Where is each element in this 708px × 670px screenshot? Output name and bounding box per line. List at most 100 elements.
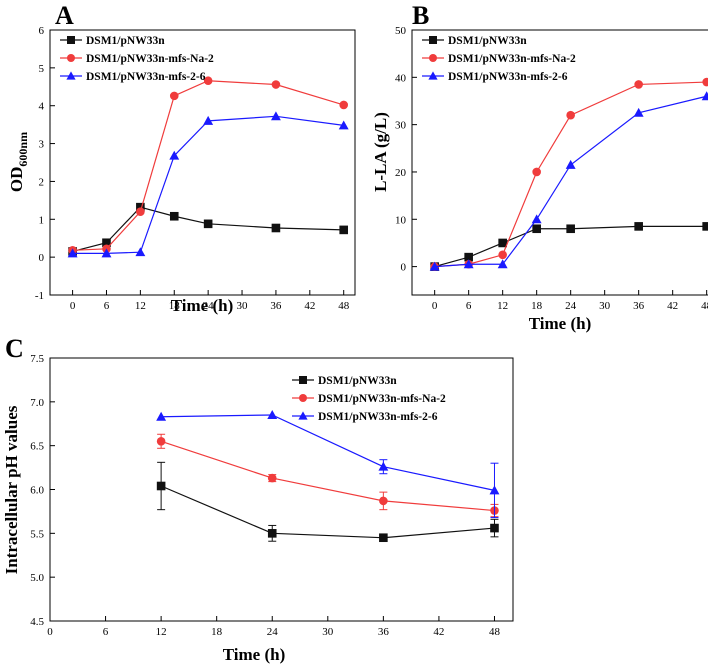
panel-c-axes: 0 6 12 18 24 30 36 42 48 4.5 5.0 5.5 6.0 6.5 7.0 7.5	[30, 353, 500, 638]
legend-marker	[66, 71, 76, 80]
data-point	[339, 225, 349, 235]
y-tick-label: 1	[39, 214, 45, 226]
data-point	[169, 211, 179, 221]
data-point	[532, 224, 541, 234]
data-point	[136, 207, 145, 217]
x-tick-label: 24	[267, 626, 279, 638]
x-tick-label: 36	[633, 300, 645, 312]
x-tick-label: 18	[169, 300, 181, 312]
legend-marker	[429, 36, 437, 44]
legend-marker	[67, 36, 75, 44]
x-tick-label: 0	[70, 300, 76, 312]
data-point	[566, 224, 575, 234]
data-point	[67, 248, 78, 258]
y-tick-label: 5.0	[30, 572, 44, 584]
data-point	[271, 223, 281, 233]
x-tick-label: 18	[531, 300, 543, 312]
legend-label: DSM1/pNW33n	[318, 375, 397, 387]
panel-a-ylabel-main: OD	[7, 167, 26, 193]
data-point	[169, 150, 180, 160]
data-point	[532, 167, 541, 177]
x-tick-label: 36	[270, 300, 282, 312]
x-tick-label: 0	[432, 300, 438, 312]
data-point	[169, 91, 179, 101]
x-tick-label: 36	[378, 626, 390, 638]
panel-c-ylabel: Intracellular pH values	[2, 405, 21, 574]
series-line	[434, 95, 707, 268]
data-point	[101, 248, 112, 258]
panel-c-legend: DSM1/pNW33n DSM1/pNW33n-mfs-Na-2 DSM1/pNW3…	[292, 375, 446, 423]
panel-c: C 0 6 12 18 24 30 36 42 484.55.05.56.06.57.07.5 …	[2, 334, 514, 664]
y-tick-label: 3	[39, 139, 45, 151]
x-tick-label: 12	[135, 300, 146, 312]
y-tick-label: 7.0	[30, 397, 44, 409]
data-point	[498, 250, 507, 260]
legend-label: DSM1/pNW33n	[448, 35, 527, 47]
data-point	[270, 111, 281, 121]
x-tick-label: 24	[565, 300, 577, 312]
data-point	[156, 411, 167, 421]
data-point	[203, 76, 213, 86]
y-tick-label: 0	[39, 252, 45, 264]
legend-marker	[429, 54, 437, 62]
panel-c-label: C	[5, 334, 24, 363]
data-point	[566, 110, 575, 120]
panel-a-ylabel: OD600nm	[7, 132, 30, 192]
data-point	[634, 80, 643, 89]
data-point	[702, 77, 708, 87]
data-point	[633, 107, 644, 117]
y-tick-label: 30	[395, 120, 407, 132]
x-tick-label: 30	[599, 300, 611, 312]
panel-b-legend: DSM1/pNW33n DSM1/pNW33n-mfs-Na-2 DSM1/pNW3…	[422, 35, 576, 83]
x-tick-label: 12	[156, 626, 167, 638]
panel-a-series	[67, 76, 349, 258]
y-tick-label: 4	[39, 101, 45, 113]
y-tick-label: 50	[395, 25, 407, 37]
x-tick-label: 42	[304, 300, 315, 312]
data-point	[379, 533, 388, 543]
legend-marker	[299, 394, 307, 402]
x-tick-label: 48	[489, 626, 501, 638]
data-point	[135, 247, 146, 257]
y-tick-label: 0	[401, 262, 407, 274]
panel-b-ylabel: L-LA (g/L)	[371, 112, 390, 192]
series-line	[72, 115, 344, 254]
y-tick-label: 10	[395, 214, 407, 226]
data-point	[701, 91, 708, 101]
y-tick-label: 5.5	[30, 528, 44, 540]
panel-b-xlabel: Time (h)	[529, 314, 592, 333]
panel-b-frame	[411, 29, 708, 296]
legend-marker	[298, 411, 308, 420]
panel-a-ylabel-sub: 600nm	[16, 132, 30, 167]
data-point	[463, 259, 474, 269]
data-point	[497, 259, 508, 269]
y-tick-label: 20	[395, 167, 407, 179]
x-tick-label: 24	[203, 300, 215, 312]
series-line	[160, 440, 495, 512]
x-tick-label: 6	[104, 300, 110, 312]
x-tick-label: 48	[701, 300, 708, 312]
x-tick-label: 42	[667, 300, 678, 312]
panel-a-xlabel: Time (h)	[171, 296, 234, 315]
panel-b-series	[429, 77, 708, 271]
panel-a-legend: DSM1/pNW33n DSM1/pNW33n-mfs-Na-2 DSM1/pNW3…	[60, 35, 214, 83]
data-point	[531, 214, 542, 224]
y-tick-label: 2	[39, 176, 45, 188]
y-tick-label: 6.0	[30, 485, 44, 497]
data-point	[702, 222, 708, 231]
data-point	[634, 222, 643, 231]
y-tick-label: 6.5	[30, 441, 44, 453]
y-tick-label: 40	[395, 72, 407, 84]
panel-b: B 0 6 12 18 24 30 36 42 48 0 10 20 30 40 50 Time (h) L…	[371, 1, 708, 333]
y-tick-label: 6	[39, 25, 45, 37]
series-line	[434, 81, 707, 268]
x-tick-label: 6	[103, 626, 109, 638]
data-point	[267, 529, 277, 538]
x-tick-label: 30	[237, 300, 249, 312]
panel-c-series	[156, 410, 500, 543]
x-tick-label: 0	[47, 626, 53, 638]
panel-b-label: B	[412, 1, 429, 30]
data-point	[271, 80, 281, 89]
